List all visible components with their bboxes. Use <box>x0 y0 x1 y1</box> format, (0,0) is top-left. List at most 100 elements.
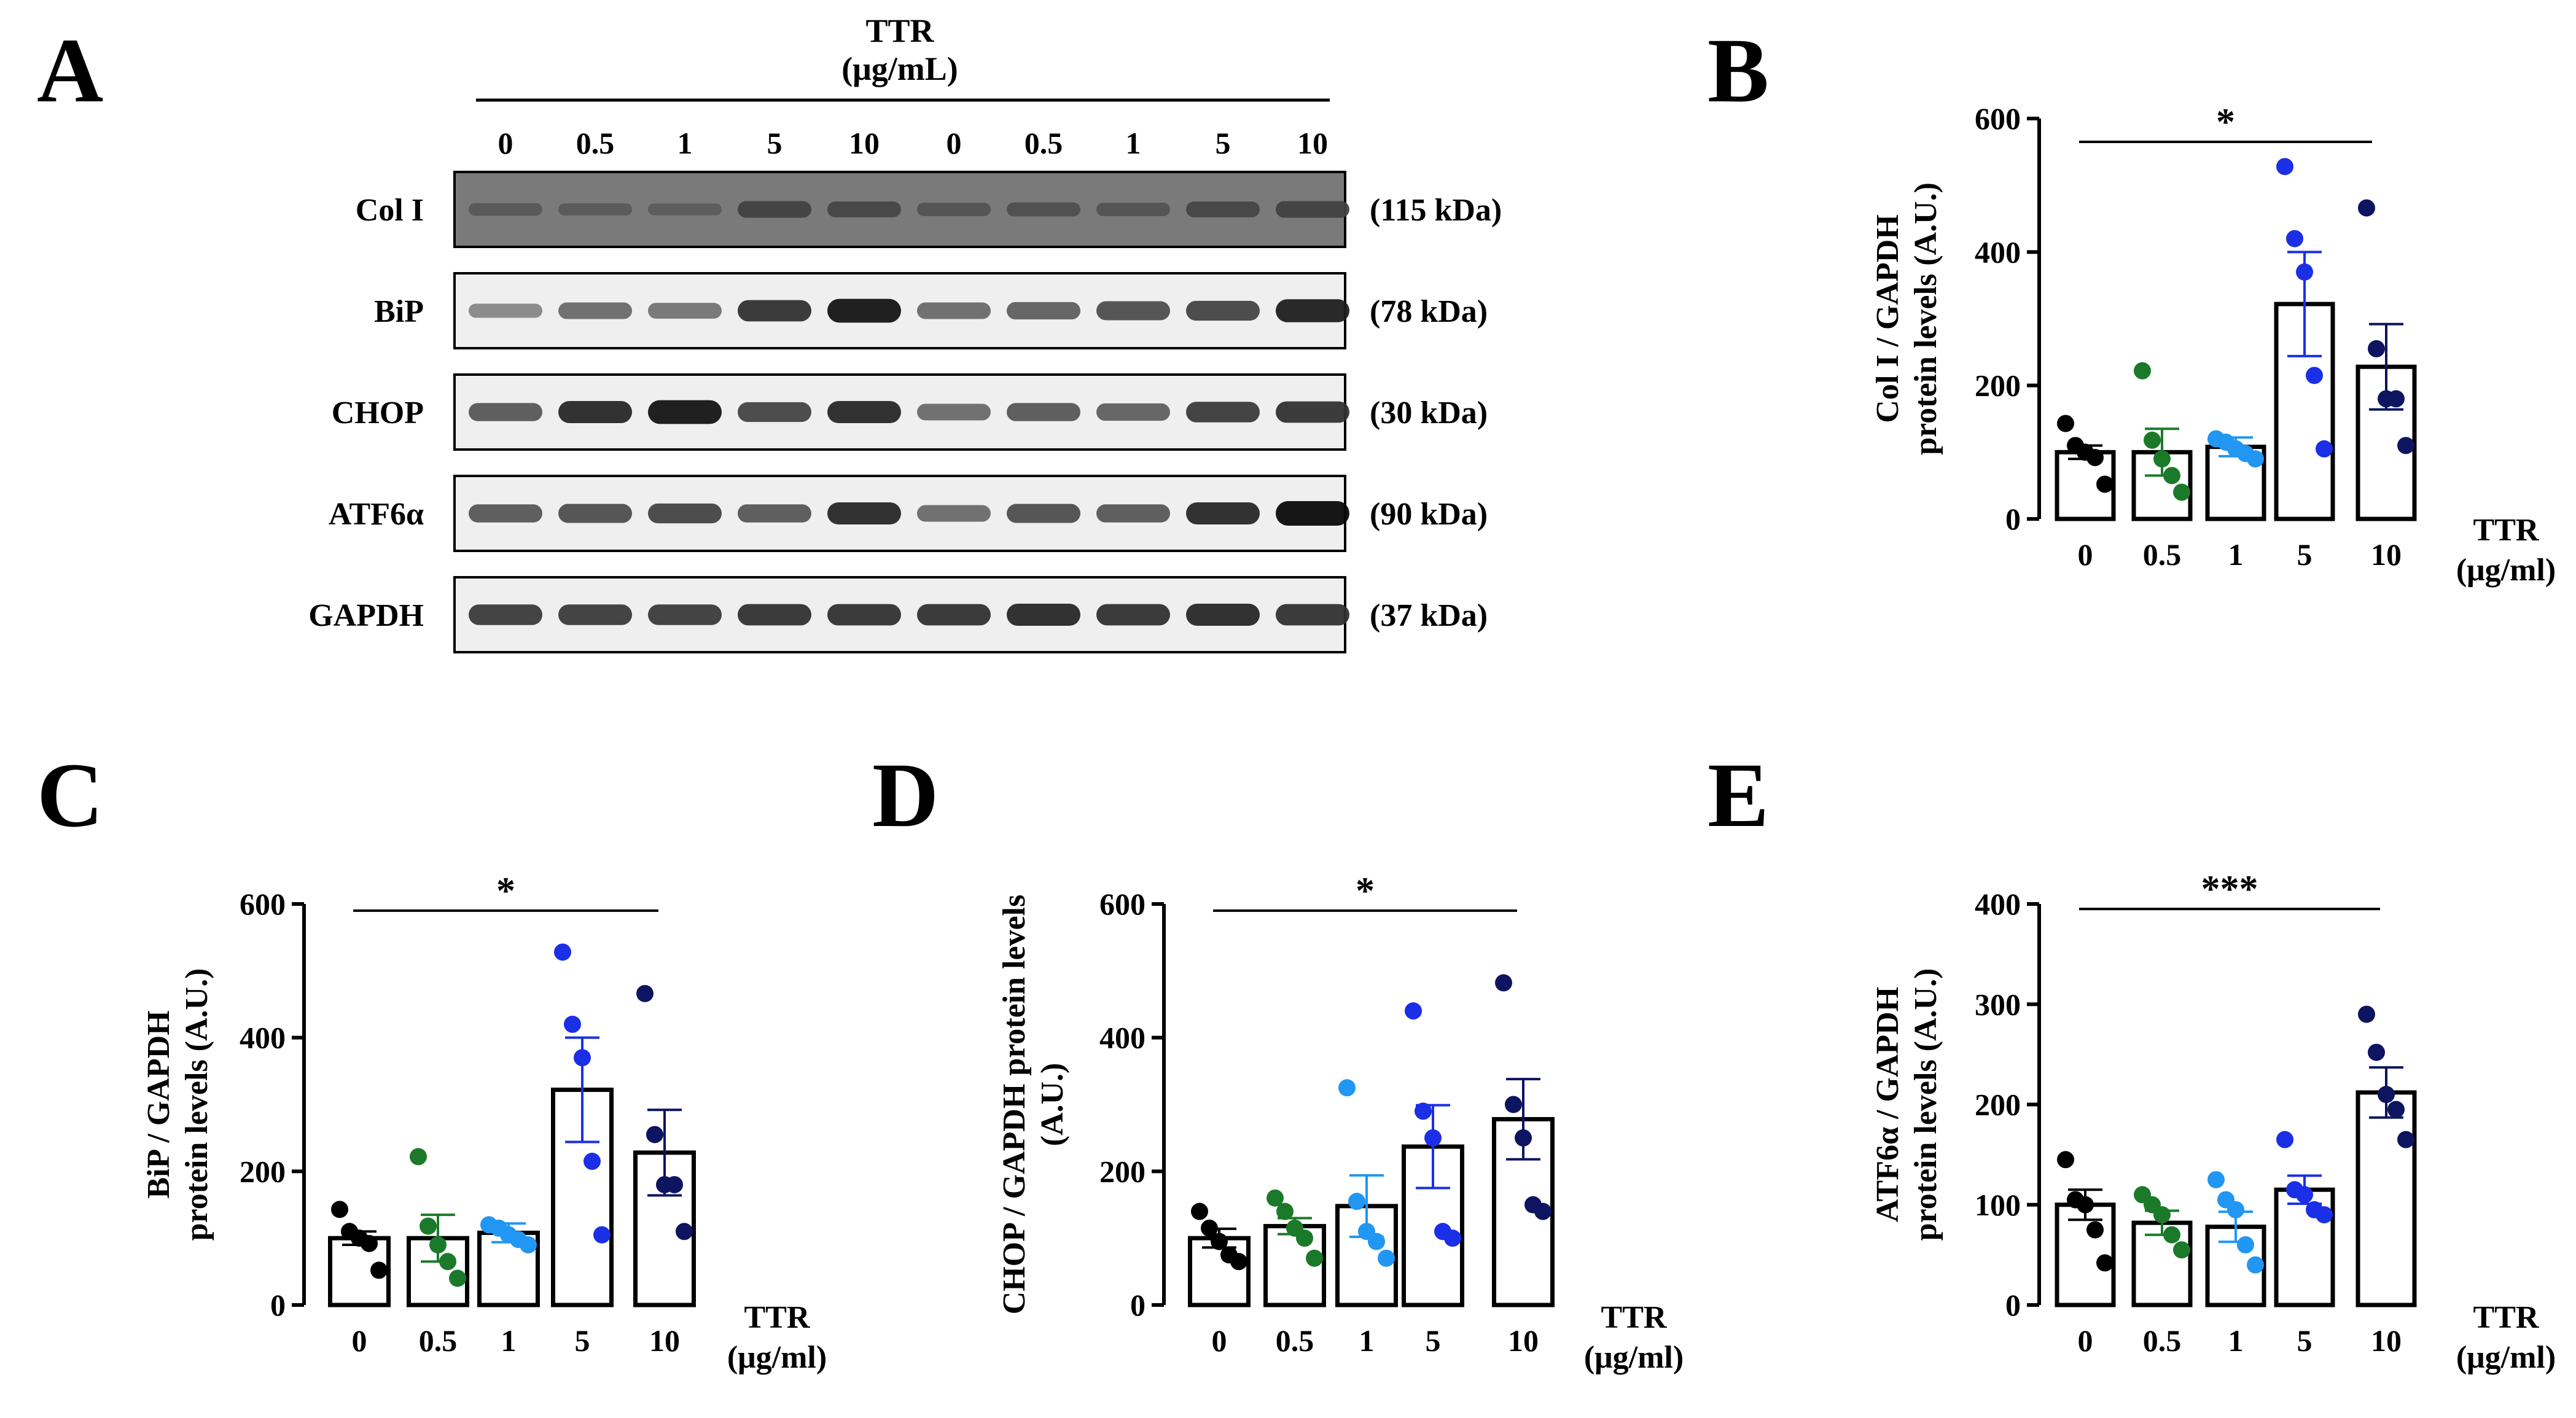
x-tick-label: 5 <box>2297 1323 2313 1358</box>
data-point <box>2096 1254 2113 1272</box>
blot-band <box>827 502 901 525</box>
x-tick-label: 0.5 <box>2143 537 2182 572</box>
y-tick-label: 400 <box>1975 887 2021 921</box>
data-point <box>2086 1221 2104 1239</box>
y-tick-label: 100 <box>1975 1188 2021 1222</box>
lane-label: 1 <box>1126 126 1141 160</box>
blot-band <box>648 400 722 424</box>
blot-band <box>917 302 991 319</box>
blot-band <box>827 400 901 424</box>
data-point <box>370 1261 388 1279</box>
blot-band <box>1186 402 1260 423</box>
y-tick-label: 200 <box>240 1154 286 1188</box>
data-point <box>520 1236 537 1254</box>
x-axis-label-line2: (μg/ml) <box>2456 1340 2556 1375</box>
y-tick-label: 300 <box>1975 987 2021 1021</box>
blot-band <box>1007 302 1080 320</box>
blot-band <box>917 403 991 421</box>
data-point <box>1415 1102 1432 1120</box>
data-point <box>2397 1131 2414 1148</box>
blot-band <box>469 504 542 523</box>
data-point <box>331 1201 348 1218</box>
data-point <box>1338 1079 1356 1097</box>
bar <box>1402 1144 1464 1307</box>
blot-band <box>558 203 632 216</box>
y-axis-label-line1: CHOP / GAPDH protein levels <box>997 895 1032 1315</box>
blot-band <box>1276 401 1349 423</box>
blot-band <box>738 504 811 523</box>
x-tick-label: 0.5 <box>1276 1323 1314 1358</box>
data-point <box>2237 1236 2254 1254</box>
data-point <box>666 1176 683 1194</box>
blot-band <box>1276 201 1349 218</box>
data-point <box>420 1217 437 1235</box>
blot-size-label: (90 kDa) <box>1370 497 1488 532</box>
blot-band <box>738 402 811 423</box>
blot-band <box>558 504 632 523</box>
data-point <box>2387 390 2405 408</box>
blot-band <box>827 298 901 323</box>
blot-band <box>917 604 991 626</box>
data-point <box>1267 1189 1284 1207</box>
blot-band <box>469 303 542 318</box>
x-tick-label: 10 <box>2371 537 2402 572</box>
lane-label: 0.5 <box>576 126 615 160</box>
blot-protein-label: CHOP <box>332 395 424 430</box>
data-point <box>676 1223 693 1241</box>
y-axis-label-line1: BiP / GAPDH <box>141 1010 176 1198</box>
blot-band <box>558 604 632 625</box>
data-point <box>1296 1229 1313 1247</box>
data-point <box>2207 1171 2225 1188</box>
bar <box>2355 1090 2417 1307</box>
blot-band <box>558 302 632 319</box>
y-axis-label-line2: protein levels (A.U.) <box>179 968 214 1241</box>
data-point <box>2358 1005 2375 1023</box>
significance-marker: *** <box>2201 868 2258 910</box>
x-tick-label: 0 <box>2078 537 2093 572</box>
y-tick-label: 400 <box>1975 235 2021 269</box>
blot-size-label: (78 kDa) <box>1370 294 1488 329</box>
data-point <box>1405 1002 1422 1020</box>
blot-band <box>1096 604 1170 626</box>
blot-band <box>1007 603 1080 626</box>
blot-size-label: (115 kDa) <box>1370 193 1502 228</box>
data-point <box>1495 974 1512 992</box>
y-axis-label-line2: protein levels (A.U.) <box>1908 968 1943 1241</box>
y-tick-label: 0 <box>2005 1288 2021 1322</box>
bar <box>2055 1202 2116 1307</box>
y-axis-label-line2: protein levels (A.U.) <box>1908 182 1943 455</box>
blot-band <box>917 203 991 216</box>
x-axis-label-line1: TTR <box>2473 1300 2540 1335</box>
x-tick-label: 0.5 <box>419 1323 458 1358</box>
blot-band <box>469 403 542 421</box>
lane-label: 0.5 <box>1025 126 1063 160</box>
blot-protein-label: ATF6α <box>329 497 424 532</box>
data-point <box>361 1234 378 1252</box>
x-tick-label: 5 <box>2297 537 2313 572</box>
lane-label: 0 <box>498 126 513 160</box>
blot-band <box>917 505 991 522</box>
x-tick-label: 1 <box>501 1323 517 1358</box>
blot-band <box>648 604 722 625</box>
y-tick-label: 600 <box>1975 101 2021 136</box>
data-point <box>2086 449 2104 467</box>
y-tick-label: 200 <box>1099 1154 1146 1188</box>
data-point <box>2134 362 2151 380</box>
data-point <box>1276 1202 1294 1220</box>
blot-band <box>648 303 722 319</box>
blot-protein-label: BiP <box>374 294 424 329</box>
chart-panel-c: C 0 200 400 600 BiP / GAPDH protein levels (A.… <box>37 744 827 1375</box>
data-point <box>554 943 571 961</box>
y-tick-label: 600 <box>240 887 286 921</box>
panel-a-treatment-unit: (μg/mL) <box>841 50 958 87</box>
blot-band <box>1276 299 1349 322</box>
data-point <box>2227 1201 2244 1218</box>
x-tick-label: 0 <box>352 1323 367 1358</box>
blot-band <box>1186 300 1260 321</box>
data-point <box>2286 230 2303 247</box>
blot-band <box>1186 201 1260 217</box>
x-tick-label: 5 <box>575 1323 590 1358</box>
chart-panel-b: B 0 200 400 600 Col I / GAPDH protein levels (… <box>1708 20 2556 588</box>
